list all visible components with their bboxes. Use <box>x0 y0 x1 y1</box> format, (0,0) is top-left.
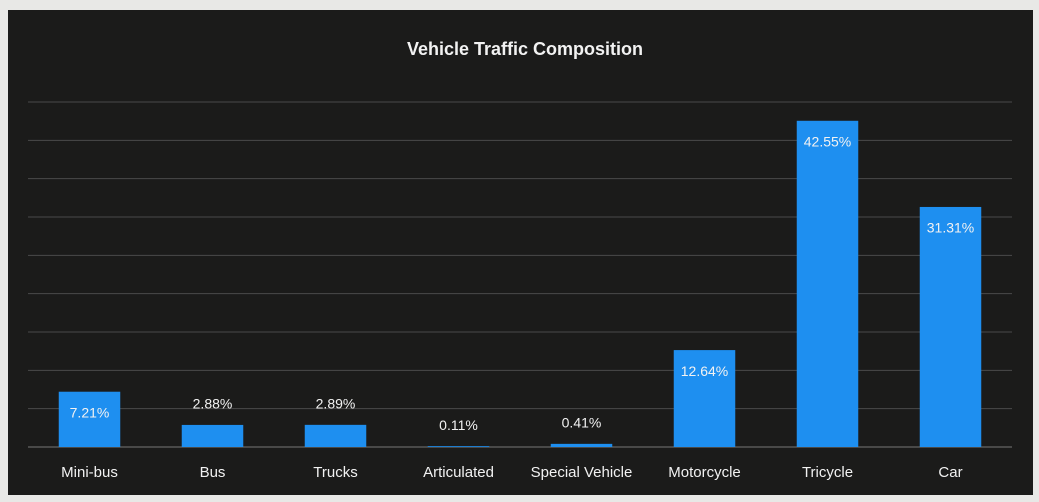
x-tick-label: Bus <box>200 464 226 481</box>
value-label: 7.21% <box>70 404 110 420</box>
bar <box>796 120 859 448</box>
x-tick-label: Mini-bus <box>61 464 118 481</box>
value-label: 2.88% <box>193 396 233 412</box>
value-label: 12.64% <box>681 363 728 379</box>
bar <box>181 424 244 447</box>
value-label: 0.41% <box>562 415 602 431</box>
x-tick-label: Articulated <box>423 464 494 481</box>
value-label: 42.55% <box>804 133 851 149</box>
value-label: 0.11% <box>439 417 478 433</box>
bar <box>427 446 490 447</box>
x-tick-label: Car <box>938 464 962 481</box>
x-tick-label: Trucks <box>313 464 357 481</box>
x-tick-label: Tricycle <box>802 464 853 481</box>
bar <box>58 391 121 447</box>
chart-background <box>8 10 1033 495</box>
bar <box>304 424 367 447</box>
x-tick-label: Motorcycle <box>668 464 741 481</box>
x-tick-label: Special Vehicle <box>531 464 633 481</box>
value-label: 31.31% <box>927 220 974 236</box>
chart-title: Vehicle Traffic Composition <box>407 39 643 59</box>
bar <box>673 350 736 447</box>
bar <box>550 443 613 447</box>
value-label: 2.89% <box>316 396 356 412</box>
bar <box>919 206 982 447</box>
